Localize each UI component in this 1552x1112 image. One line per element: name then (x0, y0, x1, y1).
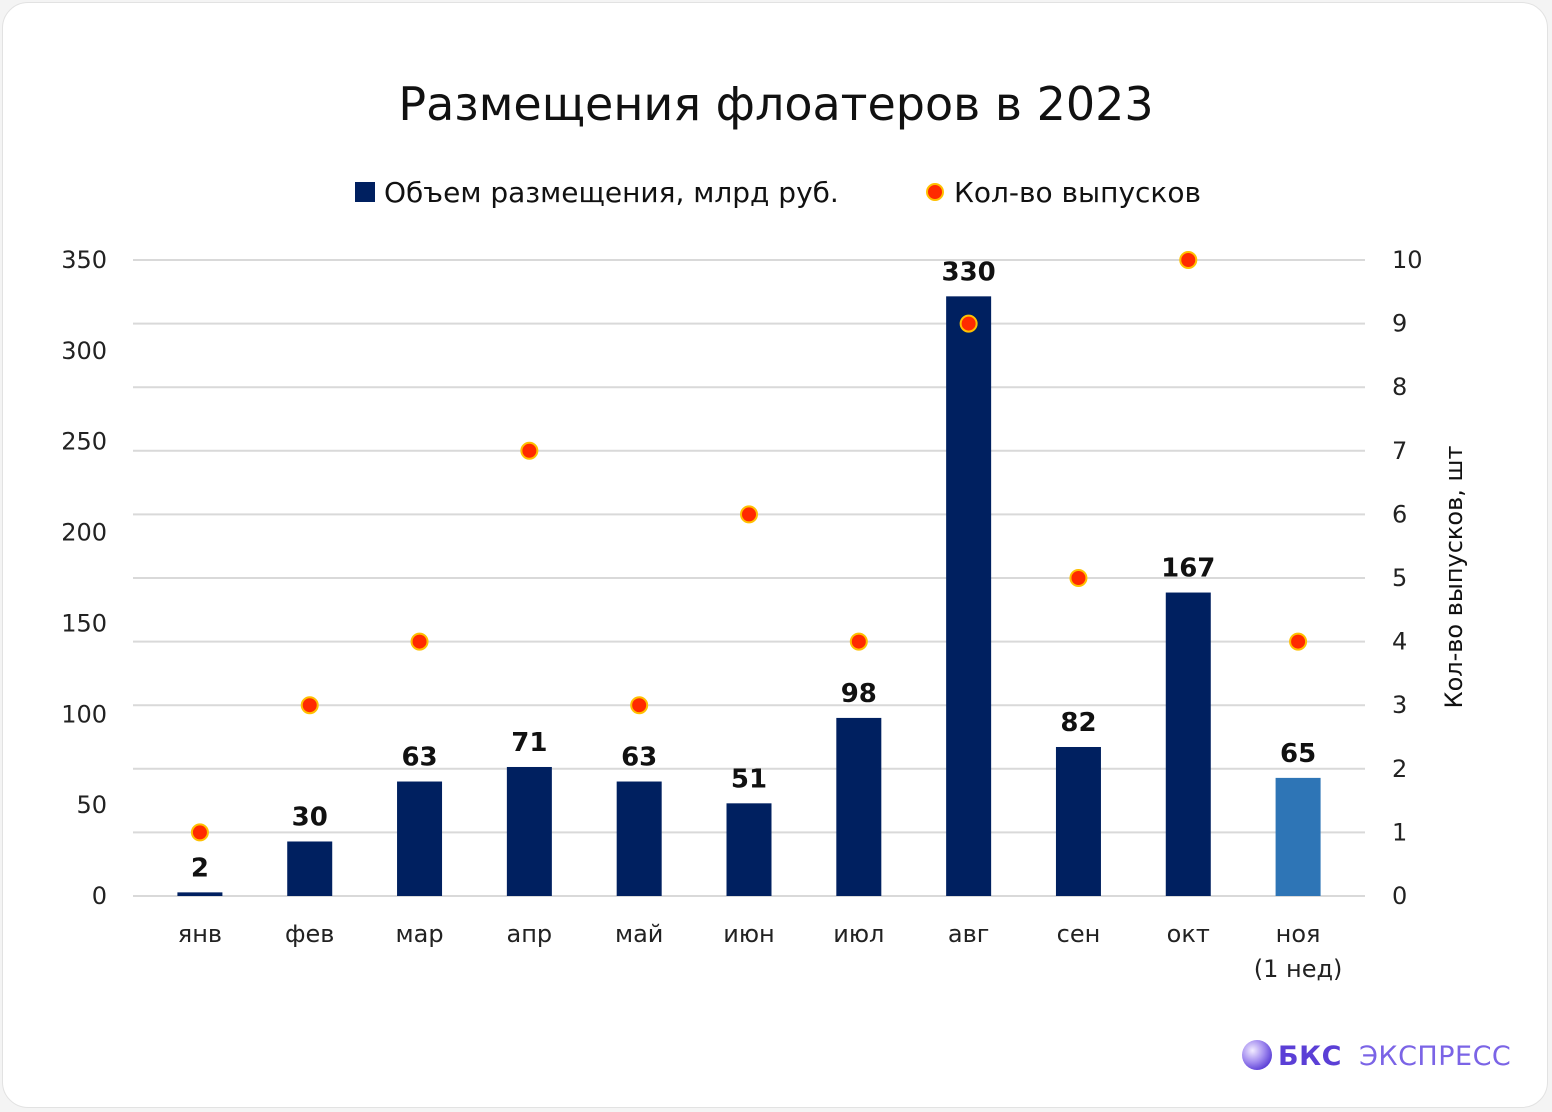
category-label: июл (833, 920, 884, 948)
legend-bar-swatch (355, 182, 375, 202)
y-right-tick-label: 9 (1392, 310, 1407, 338)
legend: Объем размещения, млрд руб. Кол-во выпус… (355, 176, 1201, 209)
y-left-tick-label: 350 (61, 246, 107, 274)
sphere-logo-icon (1242, 1040, 1272, 1070)
bar-5 (726, 803, 772, 896)
bar-4 (616, 781, 662, 896)
y-right-tick-label: 4 (1392, 628, 1407, 656)
svg-text:БКС ЭКСПРЕСС: БКС ЭКСПРЕСС (1278, 1041, 1511, 1072)
category-label: май (615, 920, 663, 948)
bar-value-label: 2 (191, 853, 209, 883)
dot-1 (300, 696, 319, 715)
category-label: сен (1057, 920, 1101, 948)
bar-value-label: 71 (511, 728, 547, 758)
y-left-tick-label: 0 (92, 882, 107, 910)
bar-10 (1275, 777, 1321, 896)
dot-2 (410, 632, 429, 651)
bar-data-labels: 2 30 63 71 63 51 98 330 82 167 65 (191, 257, 1316, 883)
bar-2 (397, 781, 443, 896)
category-label: окт (1167, 920, 1210, 948)
gridlines (133, 259, 1365, 897)
bar-value-label: 330 (941, 257, 995, 287)
legend-dot-swatch (926, 183, 944, 201)
y-axis-right-label: Кол-во выпусков, шт (1440, 446, 1468, 709)
bar-value-label: 98 (841, 679, 877, 709)
bar-value-label: 51 (731, 764, 767, 794)
dot-10 (1289, 632, 1308, 651)
legend-dot-label: Кол-во выпусков (954, 176, 1201, 209)
y-right-tick-label: 8 (1392, 373, 1407, 401)
dot-8 (1069, 569, 1088, 587)
dot-series (190, 251, 1308, 842)
y-right-tick-label: 10 (1392, 246, 1423, 274)
bar-6 (836, 717, 882, 896)
category-label: авг (948, 920, 989, 948)
bar-value-label: 63 (621, 743, 657, 773)
bar-series (177, 296, 1321, 896)
y-left-tick-label: 200 (61, 519, 107, 547)
dot-9 (1179, 251, 1198, 269)
bar-value-label: 82 (1060, 708, 1096, 738)
dot-5 (740, 505, 758, 524)
dot-7 (959, 314, 978, 333)
bar-8 (1055, 746, 1101, 896)
category-label: фев (285, 920, 334, 948)
y-left-tick-label: 50 (76, 791, 107, 819)
bar-7 (946, 296, 992, 896)
category-label: ноя (1 нед) (1254, 920, 1343, 983)
brand-logo: БКС ЭКСПРЕСС (1242, 1040, 1511, 1072)
bar-9 (1165, 592, 1211, 896)
legend-bar-label: Объем размещения, млрд руб. (384, 176, 839, 209)
category-label: янв (178, 920, 222, 948)
dot-3 (520, 441, 539, 460)
dot-4 (630, 696, 649, 715)
y-axis-left-ticks: 0 50 100 150 200 250 300 350 (61, 246, 107, 910)
brand-name: БКС (1278, 1041, 1342, 1072)
y-left-tick-label: 100 (61, 700, 107, 728)
bar-value-label: 30 (292, 802, 328, 832)
bar-value-label: 167 (1161, 554, 1215, 584)
brand-suffix: ЭКСПРЕСС (1359, 1041, 1511, 1072)
category-label: июн (723, 920, 775, 948)
category-label: мар (396, 920, 444, 948)
category-label: апр (507, 920, 553, 948)
y-left-tick-label: 150 (61, 609, 107, 637)
y-left-tick-label: 300 (61, 337, 107, 365)
bar-1 (287, 841, 333, 896)
y-right-tick-label: 7 (1392, 437, 1407, 465)
y-right-tick-label: 2 (1392, 755, 1407, 783)
bar-value-label: 63 (401, 743, 437, 773)
y-right-tick-label: 0 (1392, 882, 1407, 910)
y-right-tick-label: 3 (1392, 691, 1407, 719)
x-axis-category-labels: янв фев мар апр май июн июл авг сен окт ноя (1 нед) (178, 920, 1343, 983)
chart-title: Размещения флоатеров в 2023 (398, 77, 1153, 131)
bar-0 (177, 892, 223, 896)
y-right-tick-label: 1 (1392, 818, 1407, 846)
bar-3 (506, 766, 552, 896)
dot-0 (190, 823, 209, 842)
y-right-tick-label: 6 (1392, 500, 1407, 528)
y-right-tick-label: 5 (1392, 564, 1407, 592)
bar-value-label: 65 (1280, 739, 1316, 769)
dot-6 (849, 632, 868, 651)
y-left-tick-label: 250 (61, 428, 107, 456)
y-axis-right-ticks: 0 1 2 3 4 5 6 7 8 9 10 (1392, 246, 1423, 910)
